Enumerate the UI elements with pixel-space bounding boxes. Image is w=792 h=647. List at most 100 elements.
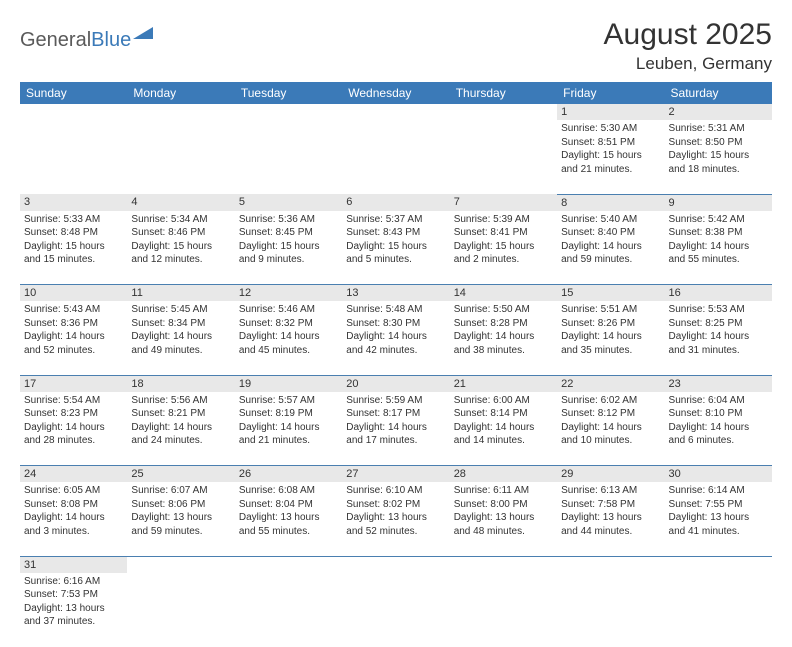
day-data-cell bbox=[20, 120, 127, 194]
cell-line: Sunset: 8:14 PM bbox=[454, 407, 553, 421]
day-data-cell: Sunrise: 6:16 AMSunset: 7:53 PMDaylight:… bbox=[20, 573, 127, 647]
day-number-cell: 4 bbox=[127, 194, 234, 211]
cell-line: Sunset: 8:41 PM bbox=[454, 226, 553, 240]
cell-line: Sunrise: 6:14 AM bbox=[669, 484, 768, 498]
cell-line: Sunset: 8:51 PM bbox=[561, 136, 660, 150]
cell-line: and 21 minutes. bbox=[239, 434, 338, 448]
day-data-cell bbox=[450, 120, 557, 194]
cell-line: and 59 minutes. bbox=[561, 253, 660, 267]
cell-line: Sunset: 8:43 PM bbox=[346, 226, 445, 240]
cell-line: and 42 minutes. bbox=[346, 344, 445, 358]
day-data-cell bbox=[127, 120, 234, 194]
cell-line: Daylight: 14 hours bbox=[669, 421, 768, 435]
day-number-cell: 12 bbox=[235, 285, 342, 302]
cell-line: Sunrise: 6:13 AM bbox=[561, 484, 660, 498]
day-data-cell: Sunrise: 5:43 AMSunset: 8:36 PMDaylight:… bbox=[20, 301, 127, 375]
cell-line: Sunrise: 5:34 AM bbox=[131, 213, 230, 227]
day-number-cell: 21 bbox=[450, 375, 557, 392]
cell-line: and 14 minutes. bbox=[454, 434, 553, 448]
cell-line: and 52 minutes. bbox=[346, 525, 445, 539]
day-data-cell: Sunrise: 5:42 AMSunset: 8:38 PMDaylight:… bbox=[665, 211, 772, 285]
cell-line: Daylight: 14 hours bbox=[561, 421, 660, 435]
cell-line: Sunrise: 6:16 AM bbox=[24, 575, 123, 589]
title-block: August 2025 Leuben, Germany bbox=[604, 18, 772, 74]
cell-line: Sunrise: 5:43 AM bbox=[24, 303, 123, 317]
day-data-cell: Sunrise: 6:10 AMSunset: 8:02 PMDaylight:… bbox=[342, 482, 449, 556]
day-data-cell: Sunrise: 6:08 AMSunset: 8:04 PMDaylight:… bbox=[235, 482, 342, 556]
day-number-cell: 29 bbox=[557, 466, 664, 483]
cell-line: Daylight: 14 hours bbox=[669, 240, 768, 254]
day-data-cell: Sunrise: 5:56 AMSunset: 8:21 PMDaylight:… bbox=[127, 392, 234, 466]
logo-text-blue: Blue bbox=[91, 29, 131, 52]
cell-line: and 55 minutes. bbox=[669, 253, 768, 267]
day-data-cell: Sunrise: 5:33 AMSunset: 8:48 PMDaylight:… bbox=[20, 211, 127, 285]
day-data-cell: Sunrise: 5:31 AMSunset: 8:50 PMDaylight:… bbox=[665, 120, 772, 194]
cell-line: Sunset: 8:25 PM bbox=[669, 317, 768, 331]
logo-text-general: General bbox=[20, 29, 91, 52]
cell-line: Sunset: 8:06 PM bbox=[131, 498, 230, 512]
cell-line: Sunrise: 6:00 AM bbox=[454, 394, 553, 408]
cell-line: Daylight: 14 hours bbox=[131, 330, 230, 344]
logo: GeneralBlue bbox=[20, 24, 155, 57]
cell-line: Daylight: 13 hours bbox=[24, 602, 123, 616]
cell-line: and 5 minutes. bbox=[346, 253, 445, 267]
day-data-cell: Sunrise: 6:04 AMSunset: 8:10 PMDaylight:… bbox=[665, 392, 772, 466]
day-data-cell: Sunrise: 5:48 AMSunset: 8:30 PMDaylight:… bbox=[342, 301, 449, 375]
calendar-table: SundayMondayTuesdayWednesdayThursdayFrid… bbox=[20, 82, 772, 647]
cell-line: and 49 minutes. bbox=[131, 344, 230, 358]
cell-line: Daylight: 13 hours bbox=[239, 511, 338, 525]
cell-line: Sunrise: 5:33 AM bbox=[24, 213, 123, 227]
cell-line: and 12 minutes. bbox=[131, 253, 230, 267]
day-data-cell: Sunrise: 5:59 AMSunset: 8:17 PMDaylight:… bbox=[342, 392, 449, 466]
day-number-cell bbox=[342, 556, 449, 573]
day-header: Saturday bbox=[665, 82, 772, 104]
cell-line: and 3 minutes. bbox=[24, 525, 123, 539]
day-data-cell: Sunrise: 6:07 AMSunset: 8:06 PMDaylight:… bbox=[127, 482, 234, 556]
cell-line: and 9 minutes. bbox=[239, 253, 338, 267]
day-data-cell: Sunrise: 5:40 AMSunset: 8:40 PMDaylight:… bbox=[557, 211, 664, 285]
cell-line: Sunrise: 5:51 AM bbox=[561, 303, 660, 317]
data-row: Sunrise: 5:43 AMSunset: 8:36 PM Daylight:… bbox=[20, 301, 772, 375]
day-header: Sunday bbox=[20, 82, 127, 104]
location: Leuben, Germany bbox=[604, 54, 772, 74]
day-number-cell: 14 bbox=[450, 285, 557, 302]
cell-line: Sunrise: 5:37 AM bbox=[346, 213, 445, 227]
cell-line: Sunrise: 5:42 AM bbox=[669, 213, 768, 227]
day-number-cell bbox=[557, 556, 664, 573]
day-data-cell: Sunrise: 5:36 AMSunset: 8:45 PMDaylight:… bbox=[235, 211, 342, 285]
cell-line: Daylight: 14 hours bbox=[561, 330, 660, 344]
day-data-cell: Sunrise: 5:50 AMSunset: 8:28 PMDaylight:… bbox=[450, 301, 557, 375]
header: GeneralBlue August 2025 Leuben, Germany bbox=[20, 18, 772, 74]
cell-line: and 24 minutes. bbox=[131, 434, 230, 448]
cell-line: Sunset: 8:45 PM bbox=[239, 226, 338, 240]
cell-line: Sunrise: 6:04 AM bbox=[669, 394, 768, 408]
cell-line: Daylight: 15 hours bbox=[24, 240, 123, 254]
day-number-cell: 15 bbox=[557, 285, 664, 302]
day-data-cell: Sunrise: 5:39 AMSunset: 8:41 PMDaylight:… bbox=[450, 211, 557, 285]
day-header: Thursday bbox=[450, 82, 557, 104]
cell-line: Daylight: 14 hours bbox=[239, 421, 338, 435]
day-number-cell: 24 bbox=[20, 466, 127, 483]
cell-line: Sunrise: 5:59 AM bbox=[346, 394, 445, 408]
cell-line: Daylight: 13 hours bbox=[669, 511, 768, 525]
cell-line: Sunrise: 5:48 AM bbox=[346, 303, 445, 317]
day-header: Monday bbox=[127, 82, 234, 104]
cell-line: Sunrise: 5:57 AM bbox=[239, 394, 338, 408]
cell-line: Sunrise: 5:46 AM bbox=[239, 303, 338, 317]
cell-line: Daylight: 14 hours bbox=[669, 330, 768, 344]
cell-line: Sunset: 8:48 PM bbox=[24, 226, 123, 240]
cell-line: Sunset: 8:46 PM bbox=[131, 226, 230, 240]
day-data-cell: Sunrise: 5:37 AMSunset: 8:43 PMDaylight:… bbox=[342, 211, 449, 285]
flag-icon bbox=[133, 24, 155, 47]
cell-line: Sunrise: 5:56 AM bbox=[131, 394, 230, 408]
day-number-cell bbox=[450, 104, 557, 120]
cell-line: Sunset: 8:36 PM bbox=[24, 317, 123, 331]
day-number-cell: 18 bbox=[127, 375, 234, 392]
cell-line: Sunset: 8:40 PM bbox=[561, 226, 660, 240]
cell-line: Sunrise: 5:30 AM bbox=[561, 122, 660, 136]
day-data-cell: Sunrise: 5:46 AMSunset: 8:32 PMDaylight:… bbox=[235, 301, 342, 375]
cell-line: Sunrise: 5:54 AM bbox=[24, 394, 123, 408]
cell-line: Sunrise: 6:10 AM bbox=[346, 484, 445, 498]
day-number-cell: 23 bbox=[665, 375, 772, 392]
cell-line: Daylight: 13 hours bbox=[454, 511, 553, 525]
